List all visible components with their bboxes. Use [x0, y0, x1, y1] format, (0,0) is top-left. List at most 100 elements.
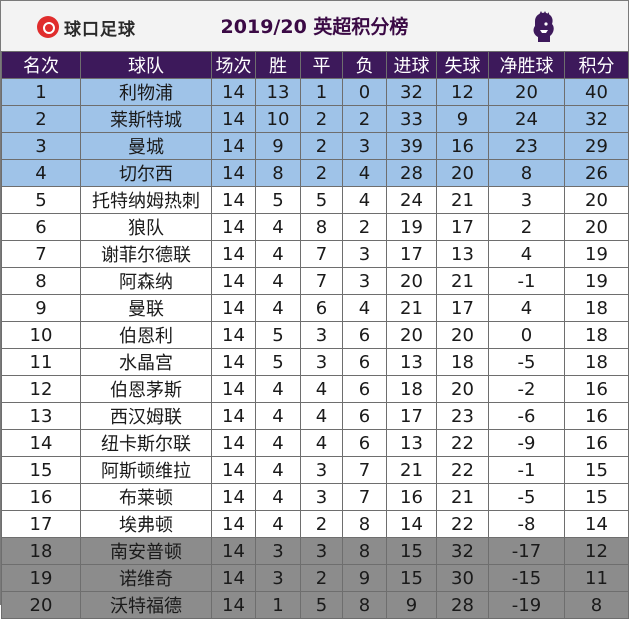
goals-against-cell: 22	[436, 510, 489, 538]
goal-diff-cell: 2	[488, 213, 565, 241]
drawn-cell: 2	[300, 132, 343, 160]
points-cell: 32	[564, 105, 629, 133]
won-cell: 13	[255, 78, 301, 106]
table-row: 16 布莱顿 14 4 3 7 16 21 -5 15	[1, 483, 629, 511]
goals-for-cell: 19	[386, 213, 437, 241]
lost-cell: 0	[342, 78, 387, 106]
played-cell: 14	[211, 564, 256, 592]
col-played-header: 场次	[211, 51, 256, 79]
goals-against-cell: 18	[436, 348, 489, 376]
points-cell: 29	[564, 132, 629, 160]
played-cell: 14	[211, 267, 256, 295]
premier-league-lion-icon	[533, 11, 554, 42]
team-name: 莱斯特城	[80, 105, 212, 133]
goals-for-cell: 14	[386, 510, 437, 538]
points-cell: 16	[564, 429, 629, 457]
drawn-cell: 2	[300, 105, 343, 133]
played-cell: 14	[211, 537, 256, 565]
goals-against-cell: 16	[436, 132, 489, 160]
drawn-cell: 3	[300, 321, 343, 349]
drawn-cell: 4	[300, 375, 343, 403]
points-cell: 14	[564, 510, 629, 538]
team-name: 布莱顿	[80, 483, 212, 511]
played-cell: 14	[211, 294, 256, 322]
points-cell: 18	[564, 348, 629, 376]
team-name: 南安普顿	[80, 537, 212, 565]
table-row: 18 南安普顿 14 3 3 8 15 32 -17 12	[1, 537, 629, 565]
drawn-cell: 3	[300, 456, 343, 484]
goals-against-cell: 20	[436, 159, 489, 187]
goals-for-cell: 15	[386, 564, 437, 592]
rank-cell: 1	[1, 78, 81, 106]
rank-cell: 5	[1, 186, 81, 214]
goal-diff-cell: -15	[488, 564, 565, 592]
lost-cell: 6	[342, 375, 387, 403]
lost-cell: 3	[342, 240, 387, 268]
goals-against-cell: 22	[436, 429, 489, 457]
drawn-cell: 2	[300, 564, 343, 592]
played-cell: 14	[211, 510, 256, 538]
goal-diff-cell: -19	[488, 591, 565, 619]
rank-cell: 17	[1, 510, 81, 538]
lost-cell: 8	[342, 510, 387, 538]
won-cell: 4	[255, 510, 301, 538]
team-name: 纽卡斯尔联	[80, 429, 212, 457]
col-rank-header: 名次	[1, 51, 81, 79]
rank-cell: 12	[1, 375, 81, 403]
goals-for-cell: 17	[386, 240, 437, 268]
won-cell: 4	[255, 267, 301, 295]
rank-cell: 3	[1, 132, 81, 160]
lost-cell: 4	[342, 186, 387, 214]
played-cell: 14	[211, 402, 256, 430]
drawn-cell: 4	[300, 429, 343, 457]
drawn-cell: 3	[300, 483, 343, 511]
played-cell: 14	[211, 483, 256, 511]
won-cell: 1	[255, 591, 301, 619]
lost-cell: 3	[342, 132, 387, 160]
team-name: 曼联	[80, 294, 212, 322]
played-cell: 14	[211, 213, 256, 241]
goal-diff-cell: -1	[488, 456, 565, 484]
lost-cell: 3	[342, 267, 387, 295]
lost-cell: 2	[342, 105, 387, 133]
table-row: 12 伯恩茅斯 14 4 4 6 18 20 -2 16	[1, 375, 629, 403]
goal-diff-cell: 8	[488, 159, 565, 187]
goals-against-cell: 21	[436, 186, 489, 214]
goals-against-cell: 17	[436, 294, 489, 322]
lost-cell: 6	[342, 429, 387, 457]
rank-cell: 10	[1, 321, 81, 349]
table-row: 20 沃特福德 14 1 5 8 9 28 -19 8	[1, 591, 629, 619]
goal-diff-cell: -6	[488, 402, 565, 430]
col-lost-header: 负	[342, 51, 387, 79]
points-cell: 8	[564, 591, 629, 619]
goals-against-cell: 17	[436, 213, 489, 241]
drawn-cell: 6	[300, 294, 343, 322]
played-cell: 14	[211, 321, 256, 349]
table-row: 7 谢菲尔德联 14 4 7 3 17 13 4 19	[1, 240, 629, 268]
goal-diff-cell: 20	[488, 78, 565, 106]
col-drawn-header: 平	[300, 51, 343, 79]
goals-for-cell: 21	[386, 294, 437, 322]
rank-cell: 16	[1, 483, 81, 511]
goals-for-cell: 15	[386, 537, 437, 565]
rank-cell: 14	[1, 429, 81, 457]
goals-for-cell: 20	[386, 321, 437, 349]
goals-against-cell: 20	[436, 375, 489, 403]
won-cell: 4	[255, 429, 301, 457]
played-cell: 14	[211, 456, 256, 484]
goals-against-cell: 13	[436, 240, 489, 268]
col-goals-against-header: 失球	[436, 51, 489, 79]
played-cell: 14	[211, 348, 256, 376]
col-goals-for-header: 进球	[386, 51, 437, 79]
goals-for-cell: 16	[386, 483, 437, 511]
team-name: 伯恩茅斯	[80, 375, 212, 403]
team-name: 狼队	[80, 213, 212, 241]
goals-for-cell: 17	[386, 402, 437, 430]
drawn-cell: 8	[300, 213, 343, 241]
goal-diff-cell: 4	[488, 240, 565, 268]
rank-cell: 19	[1, 564, 81, 592]
table-row: 11 水晶宫 14 5 3 6 13 18 -5 18	[1, 348, 629, 376]
played-cell: 14	[211, 240, 256, 268]
won-cell: 8	[255, 159, 301, 187]
rank-cell: 9	[1, 294, 81, 322]
